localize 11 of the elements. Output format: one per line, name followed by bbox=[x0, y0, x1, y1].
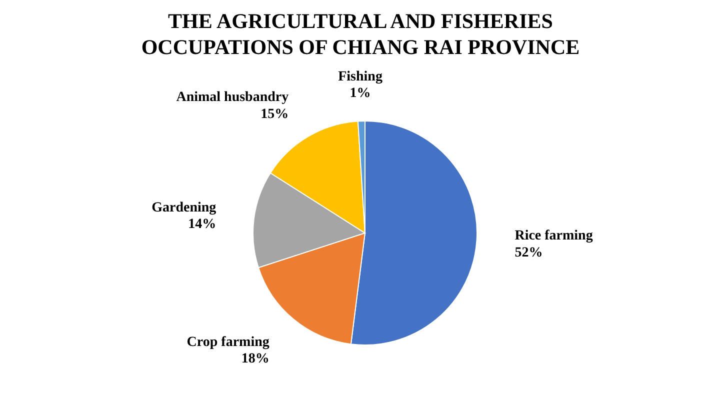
slice-label: Rice farming bbox=[514, 228, 593, 244]
chart-title: THE AGRICULTURAL AND FISHERIES OCCUPATIONS OF CHIANG RAI PROVINCE bbox=[140, 8, 581, 60]
slice-label: Crop farming bbox=[186, 334, 270, 350]
data-label: 18% bbox=[241, 352, 270, 367]
data-label: 52% bbox=[514, 245, 543, 260]
data-label: 15% bbox=[260, 106, 289, 122]
slice-label: Fishing bbox=[338, 69, 382, 84]
data-label: 14% bbox=[188, 217, 216, 232]
slice-label: Animal husbandry bbox=[176, 90, 289, 106]
data-label: 1% bbox=[350, 86, 371, 102]
slice-label: Gardening bbox=[152, 200, 216, 216]
